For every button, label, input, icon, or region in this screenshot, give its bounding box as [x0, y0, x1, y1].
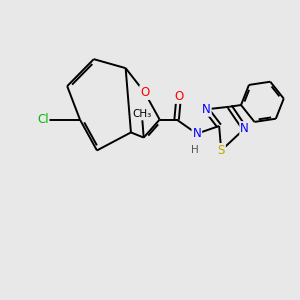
Text: Cl: Cl	[37, 113, 49, 126]
Text: N: N	[240, 122, 249, 135]
Text: N: N	[192, 127, 201, 140]
Text: N: N	[202, 103, 211, 116]
Text: O: O	[140, 86, 149, 99]
Text: CH₃: CH₃	[133, 110, 152, 119]
Text: S: S	[218, 144, 225, 157]
Text: H: H	[191, 145, 199, 155]
Text: O: O	[174, 90, 183, 103]
